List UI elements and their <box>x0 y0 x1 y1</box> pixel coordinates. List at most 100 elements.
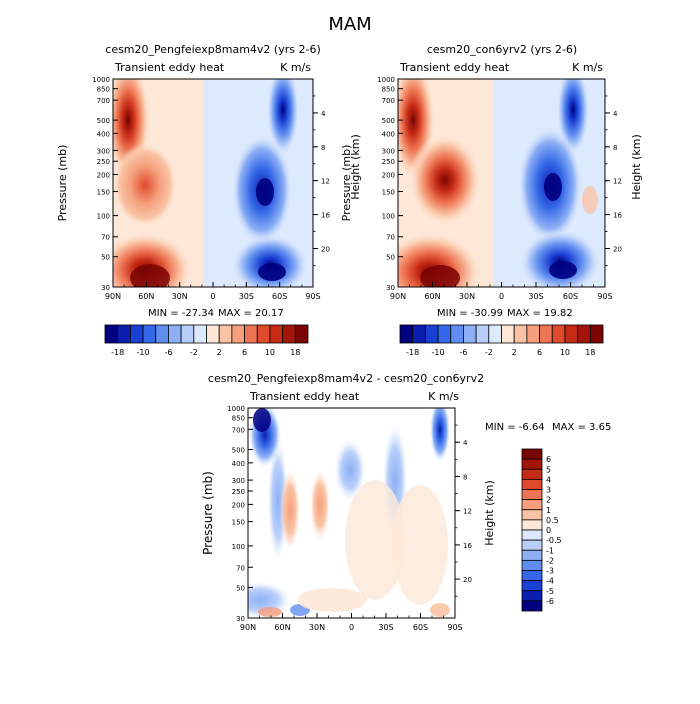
y-tick-label: 500 <box>232 447 245 455</box>
x-tick-label: 90N <box>105 292 121 301</box>
colorbar-box <box>282 324 296 344</box>
colorbar-box <box>231 324 245 344</box>
y-right-tick-label: 4 <box>463 439 468 447</box>
y-tick-label: 300 <box>232 477 245 485</box>
y-right-tick-label: 8 <box>321 144 325 152</box>
y-tick-label: 200 <box>382 171 395 179</box>
y-axis-label: Pressure (mb) <box>340 145 353 222</box>
x-tick-label: 90S <box>597 292 612 301</box>
colorbar-box <box>424 324 439 344</box>
y-tick-label: 50 <box>101 254 110 262</box>
colorbar-box <box>218 324 233 344</box>
y-tick-label: 850 <box>97 86 110 94</box>
colorbar-label: 4 <box>546 475 551 484</box>
colorbar-label: 6 <box>242 348 247 357</box>
colorbar-box <box>463 324 477 344</box>
max-label: MAX = 3.65 <box>552 422 611 433</box>
colorbar-label: -4 <box>546 577 554 586</box>
colorbar-box <box>539 324 553 344</box>
y-axis-right-label: Height (km) <box>483 480 496 546</box>
max-label: MAX = 20.17 <box>218 308 284 319</box>
y-tick-label: 250 <box>232 488 245 496</box>
colorbar-label: -5 <box>546 587 554 596</box>
contour-field <box>113 79 313 287</box>
y-tick-label: 700 <box>97 97 110 105</box>
x-tick-label: 90N <box>390 292 406 301</box>
x-tick-label: 90N <box>240 623 256 632</box>
colorbar-label: 2 <box>217 348 222 357</box>
colorbar-box <box>521 539 543 551</box>
colorbar-label: 10 <box>560 348 570 357</box>
y-right-tick-label: 20 <box>463 576 472 584</box>
colorbar-label: -1 <box>546 546 554 555</box>
colorbar-label: -10 <box>432 348 445 357</box>
y-tick-label: 30 <box>236 615 245 623</box>
colorbar-box <box>294 324 309 344</box>
right-string: K m/s <box>572 61 603 74</box>
y-tick-label: 70 <box>386 234 395 242</box>
y-tick-label: 400 <box>232 460 245 468</box>
colorbar-box <box>104 324 119 344</box>
colorbar-label: -18 <box>406 348 419 357</box>
y-tick-label: 300 <box>382 147 395 155</box>
x-tick-label: 30N <box>459 292 475 301</box>
colorbar-label: 6 <box>546 455 551 464</box>
y-right-tick-label: 12 <box>463 508 472 516</box>
y-tick-label: 100 <box>232 543 245 551</box>
colorbar: -18 -10 -6 -2 2 6 10 18 <box>104 324 309 357</box>
y-right-tick-label: 4 <box>613 110 618 118</box>
colorbar-box <box>142 324 157 344</box>
y-tick-label: 250 <box>382 158 395 166</box>
y-tick-label: 30 <box>386 284 395 292</box>
colorbar-label: -2 <box>546 556 554 565</box>
panel-3: cesm20_Pengfeiexp8mam4v2 - cesm20_con6yr… <box>201 372 611 632</box>
y-tick-label: 100 <box>97 213 110 221</box>
right-string: K m/s <box>428 390 459 403</box>
x-tick-label: 60N <box>424 292 440 301</box>
colorbar-label: -6 <box>459 348 467 357</box>
x-tick-label: 90S <box>447 623 462 632</box>
colorbar-label: 6 <box>537 348 542 357</box>
colorbar-box <box>521 600 543 612</box>
colorbar-label: -18 <box>111 348 124 357</box>
colorbar-box <box>521 590 543 602</box>
colorbar-label: 18 <box>585 348 595 357</box>
colorbar-box <box>521 529 543 541</box>
y-tick-label: 200 <box>97 171 110 179</box>
colorbar-box <box>269 324 284 344</box>
y-right-tick-label: 16 <box>613 212 622 220</box>
min-label: MIN = -27.34 <box>148 308 214 319</box>
y-tick-label: 50 <box>386 254 395 262</box>
y-tick-label: 700 <box>382 97 395 105</box>
colorbar-box <box>521 580 543 592</box>
x-tick-label: 0 <box>210 292 215 301</box>
x-tick-label: 0 <box>499 292 504 301</box>
colorbar-box <box>129 324 144 344</box>
colorbar-label: 2 <box>546 496 551 505</box>
colorbar-label: -2 <box>190 348 198 357</box>
panel-title: cesm20_Pengfeiexp8mam4v2 (yrs 2-6) <box>105 43 320 56</box>
colorbar-box <box>521 478 543 490</box>
x-tick-label: 60S <box>413 623 428 632</box>
x-tick-label: 60S <box>563 292 578 301</box>
x-tick-label: 60S <box>272 292 287 301</box>
colorbar-box <box>521 458 543 470</box>
colorbar-box <box>193 324 207 344</box>
colorbar-box <box>521 509 543 521</box>
colorbar-label: -2 <box>485 348 493 357</box>
y-right-tick-label: 20 <box>321 245 330 253</box>
y-tick-label: 500 <box>382 117 395 125</box>
colorbar-box <box>488 324 502 344</box>
axes: 90N 60N 30N 0 30S 60S 90S 30 50 70 100 150 200 250 300… <box>227 405 472 632</box>
colorbar-box <box>206 324 220 344</box>
colorbar-box <box>551 324 566 344</box>
x-tick-label: 90S <box>305 292 320 301</box>
y-axis-right-label: Height (km) <box>349 134 362 200</box>
y-tick-label: 50 <box>236 584 245 592</box>
axes: 90N 60N 30N 0 30S 60S 90S 30 50 70 100 150 200 250 300… <box>92 76 330 301</box>
y-right-tick-label: 20 <box>613 245 622 253</box>
colorbar-box <box>256 324 271 344</box>
colorbar-box <box>475 324 490 344</box>
colorbar-box <box>450 324 464 344</box>
